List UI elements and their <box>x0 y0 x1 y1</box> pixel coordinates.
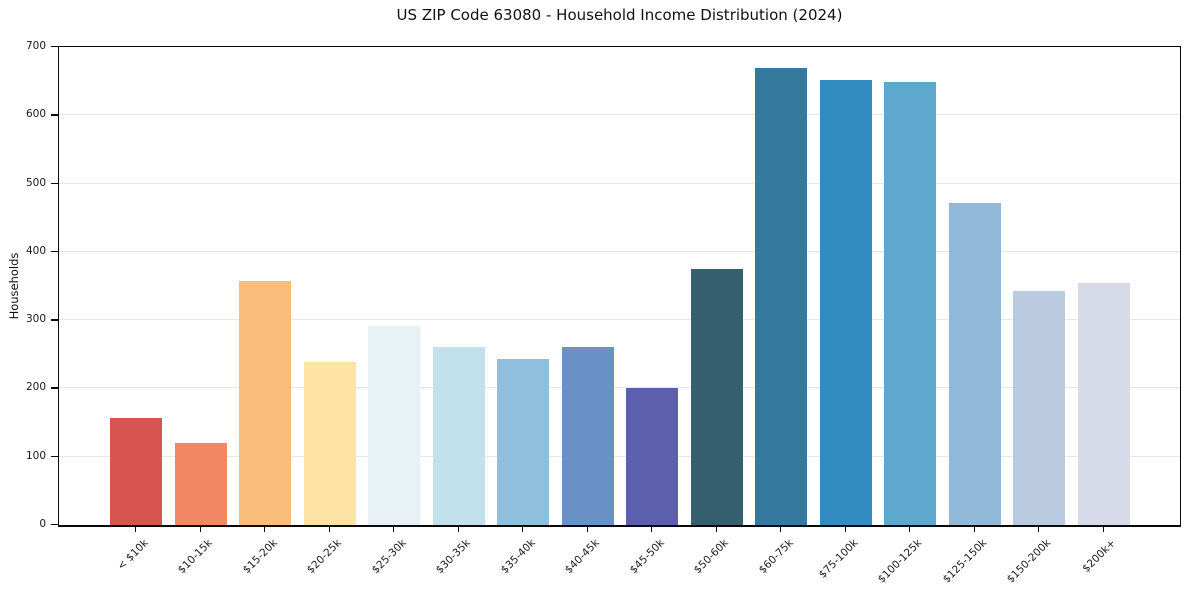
y-tick-label: 0 <box>39 518 46 530</box>
x-tick <box>844 527 846 532</box>
x-tick <box>135 527 137 532</box>
bar-25-30k <box>368 325 420 525</box>
x-tick <box>1038 527 1040 532</box>
y-tick-label: 600 <box>25 108 46 121</box>
x-tick-label: $20-25k <box>304 537 344 577</box>
bar-10-15k <box>174 443 227 525</box>
x-tick-label: $25-30k <box>369 537 409 577</box>
x-tick-label: $10-15k <box>175 537 215 577</box>
gridline-100 <box>59 455 1180 457</box>
gridline-600 <box>59 114 1180 116</box>
x-tick <box>1102 527 1104 532</box>
x-tick-label: $15-20k <box>240 537 280 577</box>
gridline-200 <box>59 387 1180 389</box>
y-tick-label: 700 <box>25 40 46 52</box>
y-tick-label: 400 <box>25 244 46 257</box>
y-tick <box>51 387 58 389</box>
x-tick <box>715 527 717 532</box>
bar-15-20k <box>239 280 291 525</box>
x-tick <box>586 527 588 532</box>
bar-200k <box>1077 283 1130 525</box>
y-tick <box>51 319 58 321</box>
x-tick <box>651 527 653 532</box>
y-tick <box>51 46 58 48</box>
bar-20-25k <box>303 362 356 525</box>
x-tick <box>909 527 911 532</box>
y-axis-label: Households <box>7 252 21 320</box>
x-tick-label: $100-125k <box>875 537 925 586</box>
x-tick <box>328 527 330 532</box>
y-tick-label: 100 <box>25 449 46 462</box>
x-tick-label: $75-100k <box>816 537 860 581</box>
x-tick-label: $60-75k <box>756 537 796 577</box>
x-tick <box>780 527 782 532</box>
gridline-400 <box>59 250 1180 252</box>
y-tick-label: 300 <box>25 313 46 326</box>
x-tick <box>393 527 395 532</box>
x-tick-label: $200k+ <box>1080 537 1118 575</box>
bar-40-45k <box>561 347 614 525</box>
bar-60-75k <box>755 67 807 525</box>
bar-45-50k <box>626 388 678 525</box>
x-tick-label: $45-50k <box>627 537 667 577</box>
bar-150-200k <box>1013 290 1065 525</box>
y-tick <box>51 182 58 184</box>
bar-35-40k <box>497 359 549 525</box>
gridline-300 <box>59 319 1180 321</box>
x-tick-label: $40-45k <box>562 537 602 577</box>
bar-125-150k <box>948 202 1001 525</box>
x-tick-label: $30-35k <box>433 537 473 577</box>
x-tick-label: $150-200k <box>1004 537 1054 586</box>
x-tick <box>457 527 459 532</box>
gridline-500 <box>59 182 1180 184</box>
bar-30-35k <box>432 346 485 525</box>
x-tick <box>264 527 266 532</box>
bar-75-100k <box>819 79 872 525</box>
x-tick-label: $35-40k <box>498 537 538 577</box>
y-tick-label: 200 <box>25 381 46 394</box>
bar-50-60k <box>690 268 743 525</box>
y-tick <box>51 114 58 116</box>
x-tick-label: < $10k <box>114 537 151 573</box>
x-tick <box>522 527 524 532</box>
x-tick <box>973 527 975 532</box>
x-tick-label: $50-60k <box>691 537 731 577</box>
x-tick-label: $125-150k <box>940 537 989 586</box>
chart-title: US ZIP Code 63080 - Household Income Dis… <box>396 6 843 24</box>
x-tick <box>199 527 201 532</box>
y-tick <box>51 455 58 458</box>
y-tick <box>51 250 58 253</box>
y-tick <box>51 524 58 526</box>
bar-100-125k <box>884 81 936 525</box>
plot-area <box>58 46 1181 527</box>
bar-10k <box>110 418 162 525</box>
y-tick-label: 500 <box>25 176 46 189</box>
